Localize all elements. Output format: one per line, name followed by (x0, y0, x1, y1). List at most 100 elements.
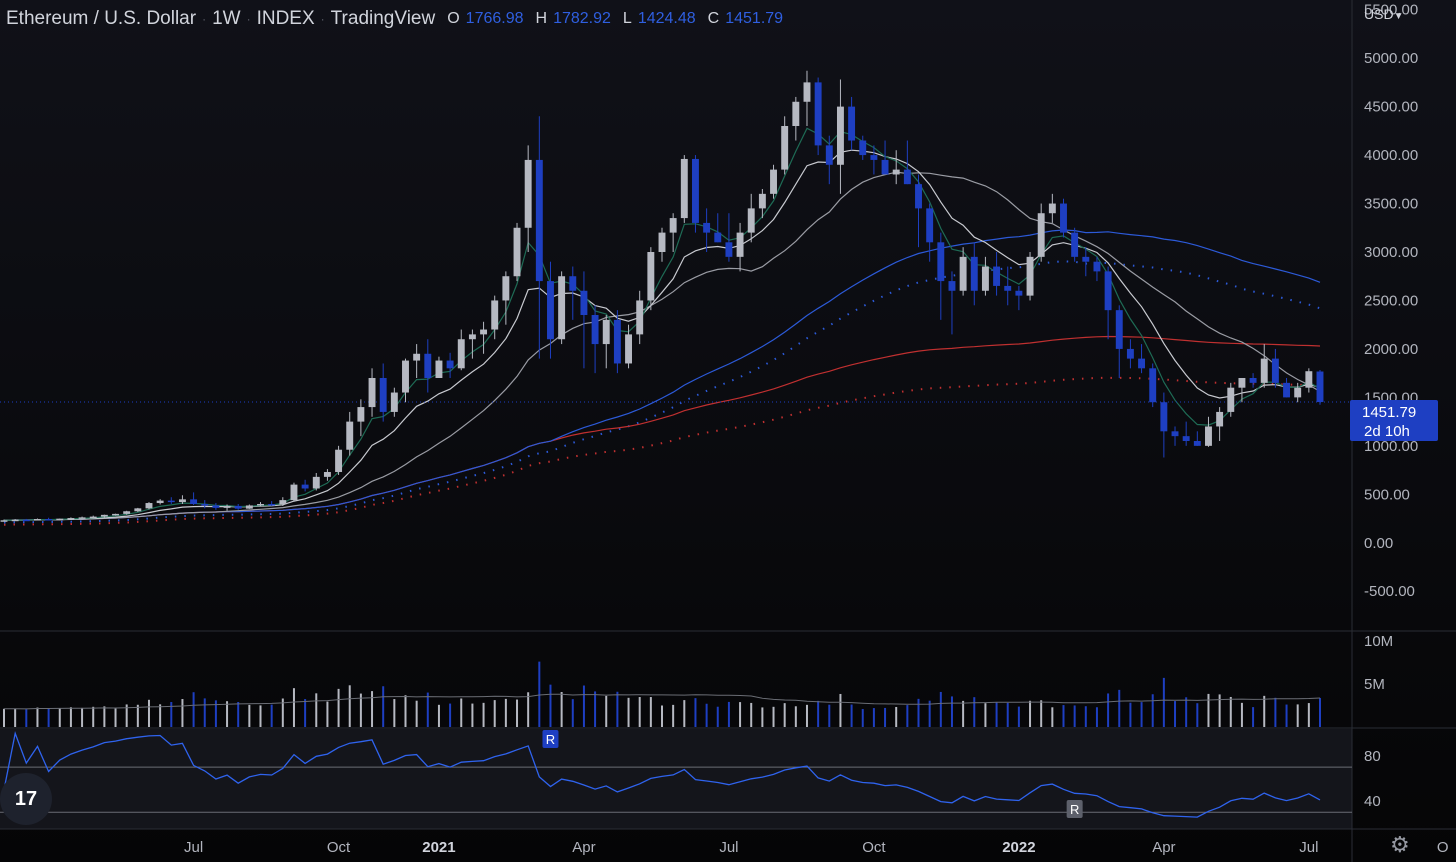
candle-body (881, 159, 889, 175)
candle-body (658, 232, 666, 252)
candle-body (502, 276, 510, 301)
candle-body (758, 193, 766, 209)
rsi-divergence-label: R (546, 732, 555, 747)
candle-body (613, 319, 621, 364)
time-tick-label: 2021 (422, 839, 455, 856)
exchange-label: INDEX (256, 8, 315, 29)
price-tick-label: 1000.00 (1364, 438, 1418, 455)
candle-body (223, 505, 231, 508)
candle-body (926, 208, 934, 243)
candle-body (435, 360, 443, 378)
price-tick-label: 500.00 (1364, 486, 1410, 503)
time-tick-label: Jul (719, 839, 738, 856)
price-axis: -500.000.00500.001000.001500.002000.0025… (1364, 2, 1418, 601)
price-tick-label: 3500.00 (1364, 196, 1418, 213)
candle-body (970, 256, 978, 291)
chevron-down-icon: ▼ (1393, 11, 1404, 22)
candle-body (1294, 387, 1302, 398)
candle-body (1227, 387, 1235, 412)
candle-body (1015, 290, 1023, 296)
rsi-tick-label: 40 (1364, 793, 1381, 810)
rsi-series: RR (3, 730, 1321, 818)
candle-body (312, 476, 320, 489)
candle-body (848, 106, 856, 141)
candle-body (1249, 378, 1257, 383)
candle-body (190, 499, 198, 504)
candle-body (390, 392, 398, 412)
candle-body (736, 232, 744, 257)
candle-body (1093, 261, 1101, 272)
candle-body (368, 378, 376, 408)
candle-body (201, 504, 209, 506)
volume-axis: 5M 10M (1364, 633, 1393, 693)
high-label: H (535, 10, 548, 27)
candle-body (167, 500, 175, 503)
candle-body (34, 519, 41, 521)
candle-body (524, 159, 532, 228)
rsi-divergence-marker (542, 730, 559, 748)
candle-body (1193, 441, 1201, 446)
candle-body (647, 252, 655, 301)
candle-body (792, 101, 800, 126)
candle-body (402, 360, 409, 393)
candle-body (11, 519, 19, 522)
candle-body (547, 281, 554, 340)
rsi-axis: 40 80 (1364, 748, 1381, 810)
currency-selector[interactable]: USD▼ (1364, 6, 1403, 22)
bar-countdown: 2d 10h (1364, 423, 1410, 440)
candle-body (100, 514, 108, 517)
candle-body (424, 353, 432, 378)
candle-body (714, 232, 722, 243)
interval-label[interactable]: 1W (212, 8, 241, 29)
low-value: 1424.48 (637, 10, 696, 27)
candle-body (457, 339, 465, 369)
candle-body (178, 499, 186, 503)
time-tick-label: Oct (862, 839, 886, 856)
candle-body (725, 242, 733, 257)
candle-body (915, 184, 922, 209)
candle-body (0, 520, 8, 522)
tradingview-logo-icon[interactable]: 17 (0, 773, 52, 825)
time-tick-label: O (1437, 839, 1449, 856)
symbol-name[interactable]: Ethereum / U.S. Dollar (6, 8, 197, 29)
close-value: 1451.79 (725, 10, 784, 27)
candle-body (770, 169, 777, 194)
symbol-header[interactable]: Ethereum / U.S. Dollar · 1W · INDEX · Tr… (6, 8, 784, 29)
candle-body (234, 505, 242, 509)
open-label: O (447, 10, 460, 27)
candle-body (513, 227, 521, 277)
candle-body (535, 159, 543, 282)
candle-body (1026, 256, 1034, 296)
candle-body (703, 222, 711, 233)
candle-body (123, 511, 131, 514)
candle-body (257, 504, 264, 506)
candle-body (112, 513, 119, 516)
candle-body (323, 472, 331, 477)
volume-series (3, 661, 1321, 727)
gear-icon[interactable]: ⚙ (1390, 832, 1410, 857)
candle-body (1305, 371, 1313, 388)
candle-body (892, 169, 900, 175)
rsi-divergence-marker (1066, 800, 1083, 818)
candle-body (357, 407, 365, 422)
candle-body (870, 155, 878, 160)
close-label: C (707, 10, 720, 27)
candle-body (558, 276, 566, 340)
candle-body (1104, 271, 1112, 311)
candle-body (346, 421, 354, 450)
time-tick-label: 2022 (1002, 839, 1035, 856)
price-tick-label: 4000.00 (1364, 147, 1418, 164)
candle-body (959, 256, 967, 291)
candle-body (580, 290, 588, 315)
candle-body (1205, 426, 1212, 446)
candle-body (279, 500, 287, 505)
candle-body (1271, 358, 1279, 383)
candle-body (1160, 402, 1168, 432)
volume-tick-label: 5M (1364, 676, 1385, 693)
time-tick-label: Apr (1152, 839, 1175, 856)
candle-body (1060, 203, 1067, 233)
ema-green-line (3, 127, 1321, 521)
candle-body (669, 218, 677, 233)
open-value: 1766.98 (465, 10, 524, 27)
